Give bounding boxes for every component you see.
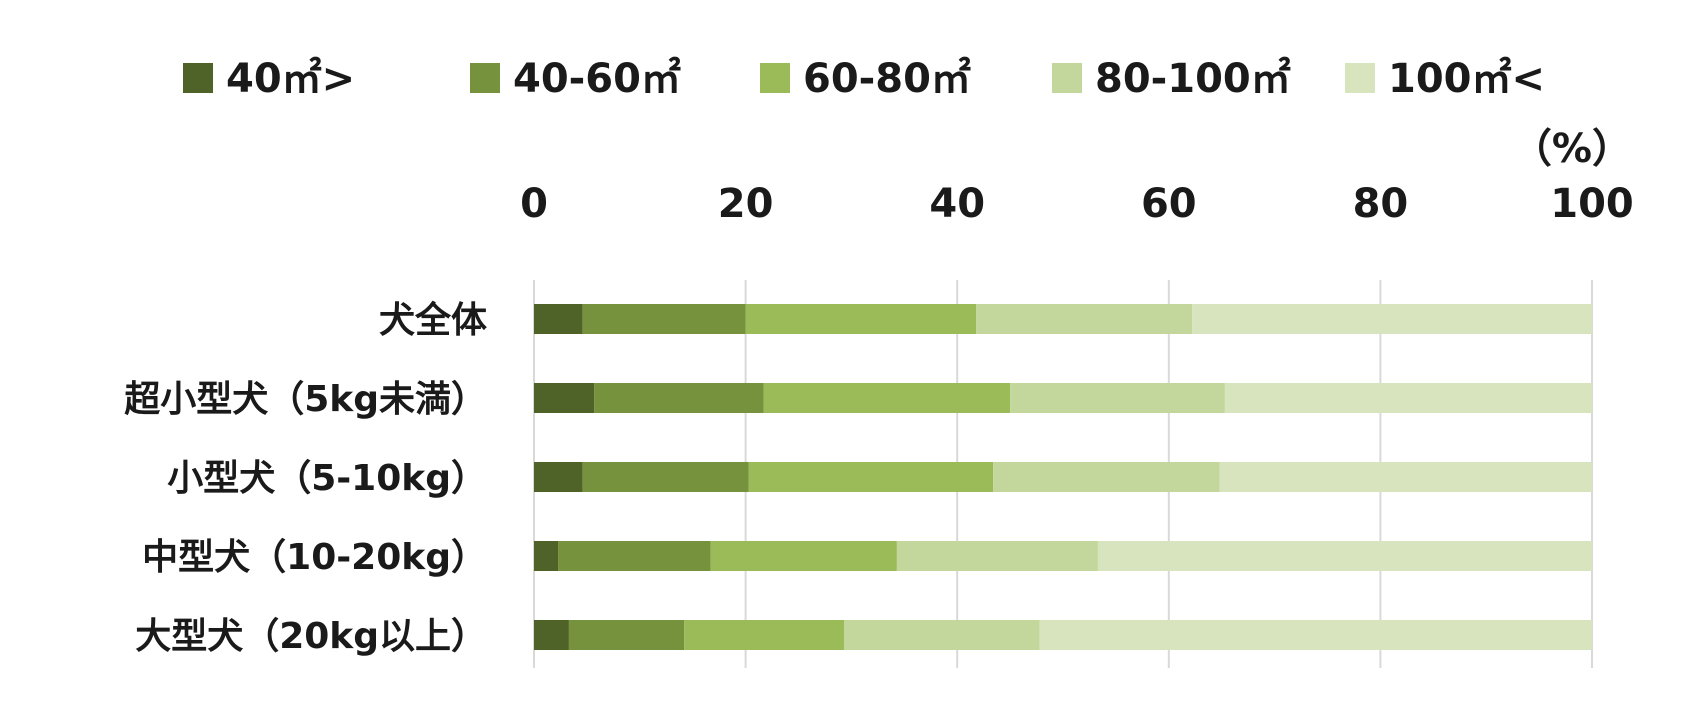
x-tick-label: 0 xyxy=(520,181,548,227)
bar-segment xyxy=(568,620,685,650)
bar-segment xyxy=(534,383,595,413)
x-tick-label: 100 xyxy=(1550,181,1634,227)
category-label: 中型犬（10-20kg） xyxy=(142,537,487,578)
category-label: 小型犬（5-10kg） xyxy=(167,458,487,499)
bar-segment xyxy=(582,462,749,492)
x-axis-tick-labels: 0 20 40 60 80 100 xyxy=(520,181,1634,227)
bar-segment xyxy=(763,383,1011,413)
legend-swatch xyxy=(760,63,790,93)
category-label: 超小型犬（5kg未満） xyxy=(124,379,487,420)
x-tick-label: 20 xyxy=(718,181,774,227)
bar-segment xyxy=(896,541,1098,571)
bars xyxy=(534,304,1592,650)
bar-segment xyxy=(976,304,1193,334)
legend-label: 60-80㎡ xyxy=(803,56,971,102)
bar-segment xyxy=(745,304,977,334)
legend-swatch xyxy=(470,63,500,93)
bar-segment xyxy=(1192,304,1592,334)
bar-segment xyxy=(534,541,559,571)
legend-label: 40-60㎡ xyxy=(513,56,681,102)
bar-segment xyxy=(582,304,746,334)
legend-swatch xyxy=(183,63,213,93)
bar-segment xyxy=(748,462,994,492)
bar-segment xyxy=(1039,620,1592,650)
bar-segment xyxy=(534,462,583,492)
bar-segment xyxy=(534,304,583,334)
bar-segment xyxy=(594,383,764,413)
x-tick-label: 80 xyxy=(1353,181,1409,227)
bar-segment xyxy=(1224,383,1592,413)
axis-unit-label: （%） xyxy=(1512,126,1632,172)
bar-segment xyxy=(710,541,897,571)
x-tick-label: 40 xyxy=(929,181,985,227)
legend-swatch xyxy=(1345,63,1375,93)
bar-segment xyxy=(558,541,711,571)
bar-segment xyxy=(684,620,844,650)
bar-segment xyxy=(534,620,569,650)
bar-segment xyxy=(1010,383,1225,413)
legend-label: 100㎡< xyxy=(1388,56,1545,102)
legend-label: 80-100㎡ xyxy=(1095,56,1291,102)
legend-swatch xyxy=(1052,63,1082,93)
x-tick-label: 60 xyxy=(1141,181,1197,227)
category-label: 大型犬（20kg以上） xyxy=(135,616,487,657)
bar-segment xyxy=(1219,462,1592,492)
category-label: 犬全体 xyxy=(379,299,487,341)
bar-segment xyxy=(1097,541,1592,571)
bar-segment xyxy=(843,620,1040,650)
legend: 40㎡> 40-60㎡ 60-80㎡ 80-100㎡ 100㎡< xyxy=(183,56,1545,102)
bar-segment xyxy=(993,462,1220,492)
legend-label: 40㎡> xyxy=(226,56,355,102)
